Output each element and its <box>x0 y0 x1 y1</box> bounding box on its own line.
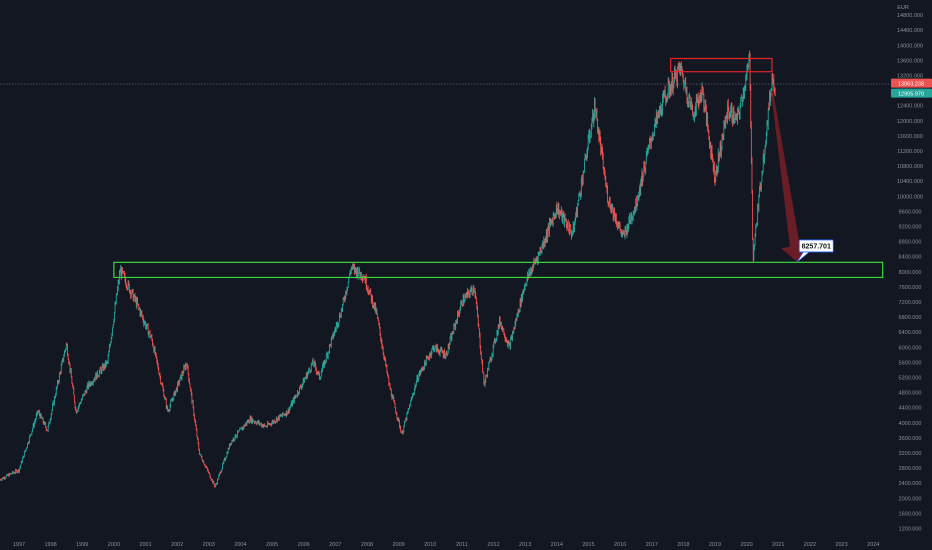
support-zone[interactable] <box>113 261 884 279</box>
y-tick-label: 10800.000 <box>897 164 923 170</box>
x-tick-label: 2008 <box>361 542 373 548</box>
target-price-callout[interactable]: 8257.701 <box>796 239 834 263</box>
x-tick-label: 2018 <box>677 542 689 548</box>
x-tick-label: 2020 <box>741 542 753 548</box>
y-tick-label: 6400.000 <box>899 330 922 336</box>
y-tick-label: 8800.000 <box>899 240 922 246</box>
x-tick-label: 2006 <box>298 542 310 548</box>
current-price-value: 12905.970 <box>898 91 924 97</box>
previous-close-value: 13063.238 <box>898 81 924 87</box>
y-tick-label: 6000.000 <box>899 345 922 351</box>
x-tick-label: 2000 <box>108 542 120 548</box>
y-tick-label: 2800.000 <box>899 466 922 472</box>
x-tick-label: 2012 <box>487 542 499 548</box>
y-tick-label: 1200.000 <box>899 526 922 532</box>
price-series <box>0 50 776 488</box>
price-axis[interactable]: EUR 1200.000 1600.000 2000.000 2400.000 2800… <box>897 5 923 532</box>
x-tick-label: 2003 <box>203 542 215 548</box>
y-tick-label: 5600.000 <box>899 360 922 366</box>
y-tick-label: 13600.000 <box>897 58 923 64</box>
annotations: 8257.701 <box>113 57 884 279</box>
target-price-label: 8257.701 <box>802 243 831 250</box>
x-tick-label: 2013 <box>519 542 531 548</box>
x-tick-label: 2007 <box>329 542 341 548</box>
x-tick-label: 2009 <box>393 542 405 548</box>
y-tick-label: 4400.000 <box>899 406 922 412</box>
y-tick-label: 1600.000 <box>899 511 922 517</box>
y-tick-label: 14400.000 <box>897 28 923 34</box>
y-tick-label: 4000.000 <box>899 421 922 427</box>
y-tick-label: 11600.000 <box>897 134 923 140</box>
y-tick-label: 4800.000 <box>899 391 922 397</box>
y-tick-label: 2000.000 <box>899 496 922 502</box>
x-tick-label: 1999 <box>76 542 88 548</box>
previous-close-badge <box>891 78 932 88</box>
x-tick-label: 1998 <box>44 542 56 548</box>
x-tick-label: 2005 <box>266 542 278 548</box>
x-tick-label: 2017 <box>646 542 658 548</box>
time-axis[interactable]: 1997 1998 1999 2000 2001 2002 2003 2004 2005 2006… <box>13 542 879 548</box>
y-tick-label: 3600.000 <box>899 436 922 442</box>
y-tick-label: 12400.000 <box>897 104 923 110</box>
x-tick-label: 2002 <box>171 542 183 548</box>
y-tick-label: 2400.000 <box>899 481 922 487</box>
y-tick-label: 7200.000 <box>899 300 922 306</box>
x-tick-label: 2011 <box>456 542 468 548</box>
y-tick-label: 3200.000 <box>899 451 922 457</box>
x-tick-label: 2019 <box>709 542 721 548</box>
y-tick-label: 7600.000 <box>899 285 922 291</box>
y-tick-label: 9200.000 <box>899 224 922 230</box>
currency-label: EUR <box>897 5 909 11</box>
price-badges: 13063.238 12905.970 <box>891 78 932 98</box>
current-price-badge <box>891 88 932 98</box>
x-tick-label: 2021 <box>772 542 784 548</box>
x-tick-label: 2014 <box>551 542 563 548</box>
y-tick-label: 11200.000 <box>897 149 923 155</box>
x-tick-label: 2001 <box>139 542 151 548</box>
x-tick-label: 2015 <box>582 542 594 548</box>
y-tick-label: 14000.000 <box>897 43 923 49</box>
y-tick-label: 12000.000 <box>897 119 923 125</box>
x-tick-label: 2023 <box>835 542 847 548</box>
y-tick-label: 10000.000 <box>897 194 923 200</box>
resistance-zone[interactable] <box>670 57 773 73</box>
y-tick-label: 8400.000 <box>899 255 922 261</box>
x-tick-label: 2004 <box>234 542 246 548</box>
y-tick-label: 8000.000 <box>899 270 922 276</box>
x-tick-label: 2024 <box>867 542 879 548</box>
x-tick-label: 2016 <box>614 542 626 548</box>
y-tick-label: 6800.000 <box>899 315 922 321</box>
y-tick-label: 9600.000 <box>899 209 922 215</box>
y-tick-label: 5200.000 <box>899 375 922 381</box>
callout-box <box>798 239 834 253</box>
y-tick-label: 14800.000 <box>897 13 923 19</box>
x-tick-label: 2010 <box>424 542 436 548</box>
x-tick-label: 2022 <box>804 542 816 548</box>
y-tick-label: 13200.000 <box>897 73 923 79</box>
x-tick-label: 1997 <box>13 542 25 548</box>
y-tick-label: 10400.000 <box>897 179 923 185</box>
